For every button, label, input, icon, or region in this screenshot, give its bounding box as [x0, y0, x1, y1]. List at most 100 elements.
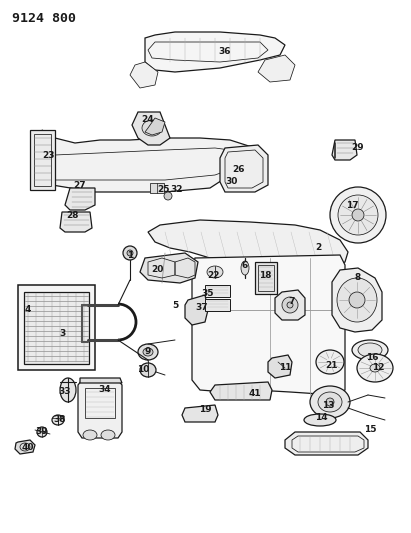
Text: 16: 16: [366, 353, 378, 362]
Polygon shape: [132, 112, 170, 145]
Text: 14: 14: [315, 414, 327, 423]
Ellipse shape: [60, 378, 76, 402]
Text: 4: 4: [25, 305, 31, 314]
Bar: [205, 285, 230, 297]
Polygon shape: [30, 130, 55, 190]
Bar: [85, 388, 115, 418]
Ellipse shape: [326, 398, 334, 406]
Ellipse shape: [352, 340, 388, 360]
Ellipse shape: [138, 344, 158, 360]
Text: 18: 18: [259, 271, 271, 279]
Polygon shape: [210, 382, 272, 400]
Text: 35: 35: [202, 288, 214, 297]
Text: 23: 23: [42, 150, 54, 159]
Text: 24: 24: [142, 116, 154, 125]
Text: 8: 8: [355, 273, 361, 282]
Polygon shape: [78, 380, 122, 438]
Bar: [258, 265, 274, 291]
Text: 10: 10: [137, 366, 149, 375]
Ellipse shape: [241, 261, 249, 275]
Polygon shape: [145, 32, 285, 72]
Ellipse shape: [142, 120, 162, 136]
Text: 5: 5: [172, 301, 178, 310]
Text: 37: 37: [196, 303, 208, 312]
Text: 19: 19: [199, 406, 211, 415]
Text: 27: 27: [74, 181, 86, 190]
Bar: [205, 299, 230, 311]
Ellipse shape: [164, 192, 172, 200]
Text: 22: 22: [207, 271, 219, 279]
Ellipse shape: [83, 430, 97, 440]
Ellipse shape: [310, 386, 350, 418]
Text: 40: 40: [22, 443, 34, 453]
Ellipse shape: [316, 350, 344, 374]
Text: 36: 36: [219, 47, 231, 56]
Text: 1: 1: [127, 251, 133, 260]
Text: 17: 17: [346, 200, 358, 209]
Polygon shape: [220, 145, 268, 192]
Polygon shape: [185, 295, 208, 325]
Text: 28: 28: [66, 211, 78, 220]
Ellipse shape: [37, 427, 47, 437]
Polygon shape: [332, 268, 382, 332]
Text: 39: 39: [36, 427, 48, 437]
Text: 29: 29: [352, 143, 364, 152]
Text: 2: 2: [315, 244, 321, 253]
Text: 9124 800: 9124 800: [12, 12, 76, 25]
Bar: [150, 183, 164, 193]
Ellipse shape: [337, 278, 377, 322]
Polygon shape: [268, 355, 292, 378]
Text: 25: 25: [157, 185, 169, 195]
Ellipse shape: [101, 430, 115, 440]
Text: 21: 21: [326, 360, 338, 369]
Ellipse shape: [349, 292, 365, 308]
Text: 15: 15: [364, 425, 376, 434]
Ellipse shape: [318, 392, 342, 412]
Ellipse shape: [140, 363, 156, 377]
Polygon shape: [80, 378, 122, 383]
Ellipse shape: [123, 246, 137, 260]
Ellipse shape: [352, 209, 364, 221]
Polygon shape: [65, 188, 95, 210]
Text: 9: 9: [145, 348, 151, 357]
Ellipse shape: [207, 266, 223, 278]
Polygon shape: [18, 285, 95, 370]
Polygon shape: [130, 62, 158, 88]
Text: 30: 30: [226, 177, 238, 187]
Ellipse shape: [127, 250, 133, 256]
Text: 7: 7: [289, 297, 295, 306]
Polygon shape: [140, 253, 198, 283]
Polygon shape: [15, 440, 35, 454]
Text: 41: 41: [249, 389, 261, 398]
Polygon shape: [182, 405, 218, 422]
Ellipse shape: [330, 187, 386, 243]
Ellipse shape: [338, 195, 378, 235]
Ellipse shape: [304, 414, 336, 426]
Polygon shape: [148, 220, 348, 268]
Ellipse shape: [282, 297, 298, 313]
Polygon shape: [275, 290, 305, 320]
Ellipse shape: [143, 348, 153, 356]
Bar: [255, 262, 277, 294]
Text: 34: 34: [99, 385, 111, 394]
Text: 32: 32: [171, 185, 183, 195]
Text: 12: 12: [372, 364, 384, 373]
Ellipse shape: [287, 302, 293, 308]
Ellipse shape: [370, 364, 380, 372]
Polygon shape: [42, 130, 260, 192]
Text: 33: 33: [59, 387, 71, 397]
Text: 13: 13: [322, 400, 334, 409]
Polygon shape: [258, 55, 295, 82]
Text: 3: 3: [59, 328, 65, 337]
Polygon shape: [332, 140, 357, 160]
Text: 11: 11: [279, 364, 291, 373]
Bar: [24, 292, 89, 364]
Polygon shape: [192, 255, 345, 395]
Ellipse shape: [52, 415, 64, 425]
Text: 20: 20: [151, 265, 163, 274]
Text: 26: 26: [232, 166, 244, 174]
Text: 38: 38: [54, 416, 66, 424]
Ellipse shape: [358, 343, 382, 357]
Polygon shape: [285, 432, 368, 455]
Ellipse shape: [357, 354, 393, 382]
